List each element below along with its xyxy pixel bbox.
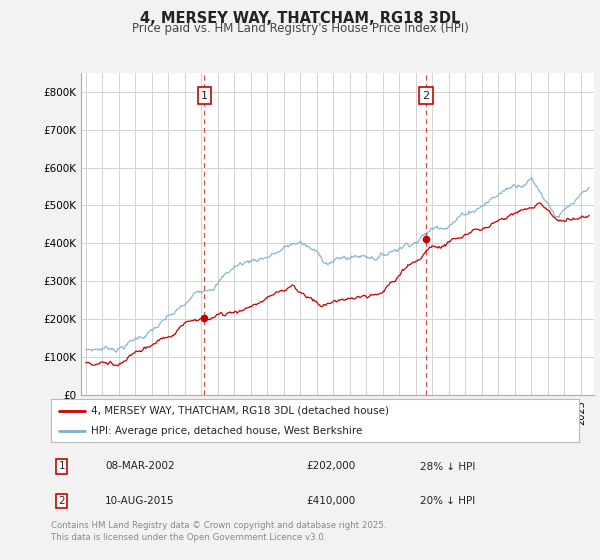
Text: 4, MERSEY WAY, THATCHAM, RG18 3DL (detached house): 4, MERSEY WAY, THATCHAM, RG18 3DL (detac…: [91, 405, 389, 416]
Text: 08-MAR-2002: 08-MAR-2002: [105, 461, 175, 472]
Text: 28% ↓ HPI: 28% ↓ HPI: [420, 461, 475, 472]
Text: £202,000: £202,000: [306, 461, 355, 472]
Text: 1: 1: [201, 91, 208, 101]
Text: 10-AUG-2015: 10-AUG-2015: [105, 496, 175, 506]
Text: 1: 1: [58, 461, 65, 472]
Text: Price paid vs. HM Land Registry's House Price Index (HPI): Price paid vs. HM Land Registry's House …: [131, 22, 469, 35]
Text: 2: 2: [58, 496, 65, 506]
Text: 2: 2: [422, 91, 430, 101]
Text: 20% ↓ HPI: 20% ↓ HPI: [420, 496, 475, 506]
Text: 4, MERSEY WAY, THATCHAM, RG18 3DL: 4, MERSEY WAY, THATCHAM, RG18 3DL: [140, 11, 460, 26]
Text: HPI: Average price, detached house, West Berkshire: HPI: Average price, detached house, West…: [91, 426, 362, 436]
Text: £410,000: £410,000: [306, 496, 355, 506]
Text: Contains HM Land Registry data © Crown copyright and database right 2025.
This d: Contains HM Land Registry data © Crown c…: [51, 521, 386, 542]
